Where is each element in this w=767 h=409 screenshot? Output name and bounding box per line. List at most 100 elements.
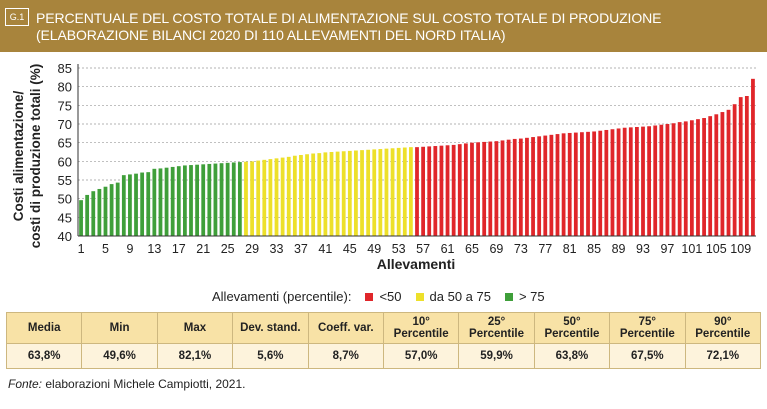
bar [592, 131, 597, 236]
bar [604, 129, 609, 236]
bar [402, 147, 407, 236]
chart-header: G.1 PERCENTUALE DEL COSTO TOTALE DI ALIM… [0, 0, 767, 52]
stat-header-text: 90° [714, 316, 732, 328]
x-tick-label: 41 [318, 242, 332, 256]
bar [463, 143, 468, 236]
stat-header-min: Min [81, 312, 158, 344]
bar [518, 138, 523, 236]
bar [622, 127, 627, 236]
bar [665, 124, 670, 236]
x-tick-label: 81 [563, 242, 577, 256]
bar [299, 154, 303, 236]
bar [470, 142, 474, 236]
bar [634, 126, 639, 236]
legend-swatch-p50to75 [415, 292, 424, 301]
x-tick-label: 69 [489, 242, 503, 256]
legend-title: Allevamenti (percentile): [212, 289, 352, 304]
bar [708, 116, 713, 236]
bar [433, 146, 438, 236]
bar [97, 188, 102, 236]
bar [109, 184, 114, 236]
stat-header-text: Percentile [619, 328, 675, 340]
bar [751, 78, 755, 237]
bar [85, 194, 90, 236]
x-tick-label: 101 [681, 242, 702, 256]
figure-badge: G.1 [5, 8, 29, 26]
x-tick-label: 109 [730, 242, 751, 256]
x-tick-label: 61 [441, 242, 455, 256]
stat-header-text: 10° [412, 316, 430, 328]
bar [195, 164, 200, 236]
bar [720, 112, 725, 236]
bar [237, 162, 242, 236]
bar [543, 135, 548, 236]
bar [738, 97, 743, 236]
bar [689, 120, 694, 236]
bar [677, 122, 682, 236]
bar [744, 96, 749, 236]
bar [683, 121, 688, 236]
chart-title-line1: PERCENTUALE DEL COSTO TOTALE DI ALIMENTA… [36, 10, 662, 26]
stat-header-text: Media [27, 322, 61, 334]
stat-header-text: 25° [487, 316, 506, 328]
bar [384, 148, 389, 236]
stat-header-text: Min [109, 322, 130, 334]
bar [488, 141, 493, 236]
bar [647, 126, 652, 236]
bar [714, 114, 719, 236]
legend-label-lt50: <50 [379, 289, 402, 304]
y-tick-label: 85 [58, 61, 72, 76]
stat-header-text: Percentile [544, 328, 600, 340]
x-tick-label: 53 [392, 242, 406, 256]
legend-label-p50to75: da 50 a 75 [429, 289, 491, 304]
legend: Allevamenti (percentile): <50 da 50 a 75… [212, 289, 545, 304]
y-tick-label: 60 [58, 154, 72, 169]
bar [482, 141, 487, 236]
source-text: elaborazioni Michele Campiotti, 2021. [42, 377, 246, 391]
x-tick-label: 97 [660, 242, 674, 256]
bar [268, 159, 273, 236]
x-tick-label: 13 [147, 242, 161, 256]
bar [231, 162, 236, 236]
bar [476, 142, 480, 236]
stat-header-devstd: Dev. stand. [232, 312, 309, 344]
bar [598, 130, 603, 236]
bar [140, 172, 145, 236]
y-tick-label: 45 [58, 210, 72, 225]
bar [671, 123, 676, 236]
bar [396, 147, 401, 236]
bar [274, 158, 279, 236]
x-tick-label: 57 [416, 242, 430, 256]
statistics-header-row: Media Min Max Dev. stand. Coeff. var. 10… [5, 312, 762, 344]
y-tick-label: 75 [58, 98, 72, 113]
stat-value-devstd: 5,6% [232, 343, 309, 369]
bar [311, 153, 316, 236]
bar [360, 150, 364, 236]
bar [305, 154, 309, 236]
bar [567, 132, 572, 236]
stat-value-p75: 67,5% [609, 343, 686, 369]
bar [586, 131, 590, 236]
stat-header-max: Max [156, 312, 234, 344]
bar [573, 132, 578, 236]
bar [280, 157, 285, 236]
bar [445, 145, 450, 236]
bar [659, 124, 664, 236]
bar-chart: 40 45 50 55 60 65 70 75 80 85 1 5 9 13 17 21 25 29 33 37 41 4… [11, 61, 756, 272]
bar [494, 141, 499, 236]
source-note: Fonte: elaborazioni Michele Campiotti, 2… [8, 377, 245, 391]
bar [439, 145, 444, 236]
stat-header-text: Percentile [393, 328, 449, 340]
bar [225, 162, 230, 236]
stat-value-max: 82,1% [156, 343, 234, 369]
bar [219, 163, 224, 236]
bar [329, 152, 334, 236]
bar [91, 191, 96, 236]
bar [176, 166, 181, 236]
bar [628, 127, 633, 236]
stat-header-text: Dev. stand. [240, 322, 301, 334]
y-axis-label-line1: Costi alimentazione/ [11, 90, 26, 221]
chart-title-line2: (ELABORAZIONE BILANCI 2020 DI 110 ALLEVA… [36, 27, 506, 43]
x-tick-label: 73 [514, 242, 528, 256]
stat-value-p50: 63,8% [533, 343, 611, 369]
